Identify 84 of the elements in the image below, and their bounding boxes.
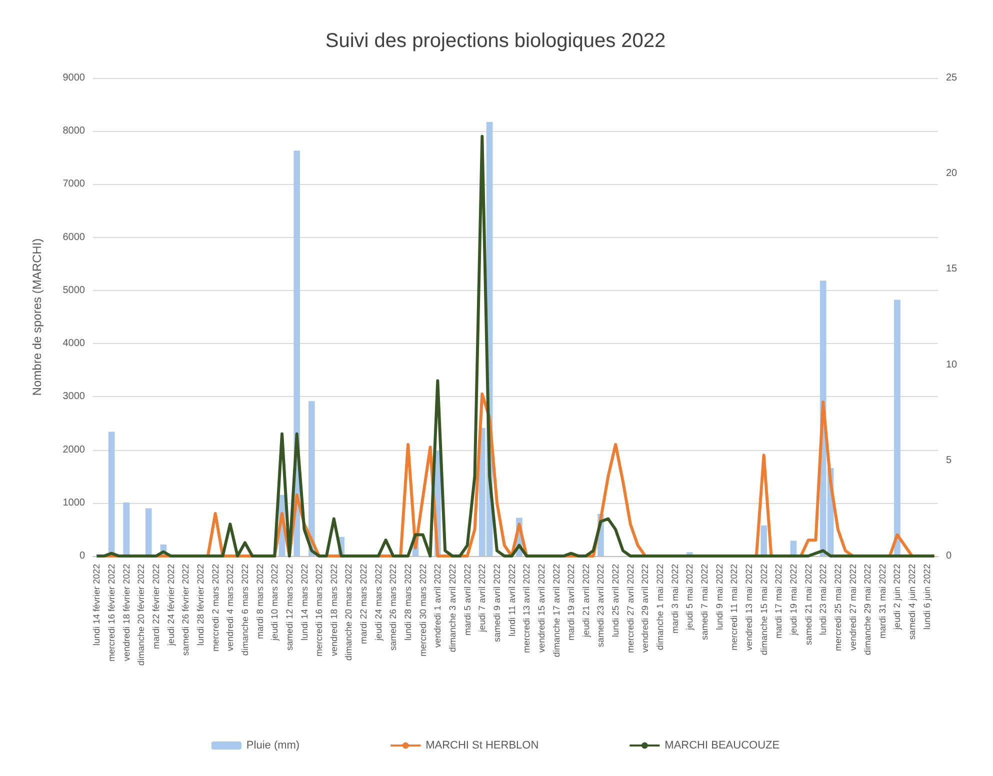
x-tick-label: lundi 6 juin 2022 xyxy=(922,564,932,630)
bar xyxy=(123,502,130,556)
x-tick-label: samedi 9 avril 2022 xyxy=(492,564,502,642)
x-tick-label: vendredi 1 avril 2022 xyxy=(432,564,443,648)
x-tick-label: samedi 26 février 2022 xyxy=(180,564,191,656)
y-tick-label: 8000 xyxy=(62,126,86,137)
x-tick-label: samedi 21 mai 2022 xyxy=(803,564,814,646)
legend-label: MARCHI BEAUCOUZE xyxy=(664,740,780,752)
x-tick-label: mercredi 30 mars 2022 xyxy=(418,564,428,657)
x-tick-label: vendredi 13 mai 2022 xyxy=(744,564,754,651)
x-tick-label: jeudi 2 juin 2022 xyxy=(892,564,902,631)
x-tick-label: jeudi 21 avril 2022 xyxy=(580,564,591,638)
x-tick-label: jeudi 10 mars 2022 xyxy=(270,564,280,642)
y-tick-label: 5000 xyxy=(62,284,86,296)
x-tick-label: mercredi 25 mai 2022 xyxy=(832,564,843,652)
x-tick-label: mardi 31 mai 2022 xyxy=(877,564,888,639)
y-tick-label: 0 xyxy=(79,550,86,562)
x-tick-label: dimanche 29 mai 2022 xyxy=(862,564,873,656)
y-tick-label: 2000 xyxy=(62,444,86,456)
x-tick-label: dimanche 20 mars 2022 xyxy=(344,564,354,661)
x-tick-label: jeudi 24 février 2022 xyxy=(166,564,176,647)
x-tick-label: lundi 14 février 2022 xyxy=(92,564,102,646)
line-series xyxy=(95,134,936,558)
x-tick-label: vendredi 29 avril 2022 xyxy=(640,564,650,653)
y-axis-title: Nombre de spores (MARCHI) xyxy=(30,238,44,396)
x-tick-label: jeudi 7 avril 2022 xyxy=(477,564,488,634)
x-tick-label: lundi 28 mars 2022 xyxy=(403,564,414,641)
bar xyxy=(760,525,767,556)
x-tick-label: mardi 22 février 2022 xyxy=(151,564,162,650)
x-tick-label: samedi 7 mai 2022 xyxy=(700,564,710,640)
x-tick-label: mercredi 2 mars 2022 xyxy=(210,564,220,652)
x-tick-label: samedi 26 mars 2022 xyxy=(388,564,398,651)
x-tick-label: jeudi 5 mai 2022 xyxy=(684,564,695,632)
y2-tick-label: 0 xyxy=(946,550,952,562)
x-tick-label: vendredi 4 mars 2022 xyxy=(225,564,236,652)
x-tick-label: samedi 4 juin 2022 xyxy=(907,564,918,640)
bar xyxy=(145,508,152,556)
x-tick-label: dimanche 6 mars 2022 xyxy=(240,564,250,656)
y2-tick-label: 5 xyxy=(946,454,952,466)
x-tick-label: vendredi 18 février 2022 xyxy=(121,564,132,662)
x-tick-label: vendredi 18 mars 2022 xyxy=(328,564,339,656)
x-tick-label: dimanche 1 mai 2022 xyxy=(655,564,666,650)
x-tick-label: dimanche 15 mai 2022 xyxy=(758,564,769,656)
x-tick-label: mercredi 11 mai 2022 xyxy=(729,564,740,650)
y2-tick-label: 15 xyxy=(946,264,958,275)
x-tick-label: lundi 11 avril 2022 xyxy=(506,564,517,636)
x-tick-label: mardi 17 mai 2022 xyxy=(774,564,784,639)
x-tick-label: samedi 23 avril 2022 xyxy=(596,564,606,648)
y2-tick-label: 10 xyxy=(946,359,958,370)
x-tick-label: lundi 28 février 2022 xyxy=(195,564,206,646)
x-tick-label: lundi 14 mars 2022 xyxy=(299,564,310,641)
x-tick-label: mardi 8 mars 2022 xyxy=(254,564,265,640)
x-tick-label: dimanche 3 avril 2022 xyxy=(447,564,458,652)
y-tick-label: 9000 xyxy=(62,72,86,84)
y2-tick-label: 20 xyxy=(946,168,958,180)
x-tick-label: lundi 9 mai 2022 xyxy=(714,564,724,630)
x-tick-label: mercredi 16 mars 2022 xyxy=(314,564,324,657)
bar xyxy=(308,401,315,556)
chart-title: Suivi des projections biologiques 2022 xyxy=(325,30,666,52)
x-tick-label: mardi 19 avril 2022 xyxy=(566,564,576,641)
legend-label: Pluie (mm) xyxy=(246,740,300,752)
x-tick-label: jeudi 19 mai 2022 xyxy=(788,564,798,636)
y-tick-label: 7000 xyxy=(62,178,86,190)
bar xyxy=(894,300,900,556)
x-tick-label: vendredi 27 mai 2022 xyxy=(848,564,858,651)
y-tick-label: 1000 xyxy=(62,497,86,508)
x-tick-label: dimanche 17 avril 2022 xyxy=(551,564,562,658)
legend-label: MARCHI St HERBLON xyxy=(426,740,539,752)
x-tick-label: lundi 23 mai 2022 xyxy=(818,564,828,636)
y2-tick-label: 25 xyxy=(946,72,958,84)
x-tick-label: samedi 12 mars 2022 xyxy=(284,564,294,651)
x-tick-label: mercredi 13 avril 2022 xyxy=(522,564,532,654)
x-tick-label: mercredi 16 février 2022 xyxy=(106,564,117,662)
x-tick-label: lundi 25 avril 2022 xyxy=(610,564,621,638)
y-tick-label: 6000 xyxy=(62,232,86,243)
x-tick-label: mardi 22 mars 2022 xyxy=(358,564,369,644)
x-tick-label: mardi 3 mai 2022 xyxy=(670,564,680,634)
y-tick-label: 4000 xyxy=(62,338,86,350)
x-tick-label: mercredi 27 avril 2022 xyxy=(625,564,636,654)
x-tick-label: dimanche 20 février 2022 xyxy=(136,564,146,666)
x-tick-label: jeudi 24 mars 2022 xyxy=(373,564,384,642)
y-tick-label: 3000 xyxy=(62,391,86,402)
x-tick-label: mardi 5 avril 2022 xyxy=(462,564,472,636)
x-tick-label: vendredi 15 avril 2022 xyxy=(536,564,546,653)
